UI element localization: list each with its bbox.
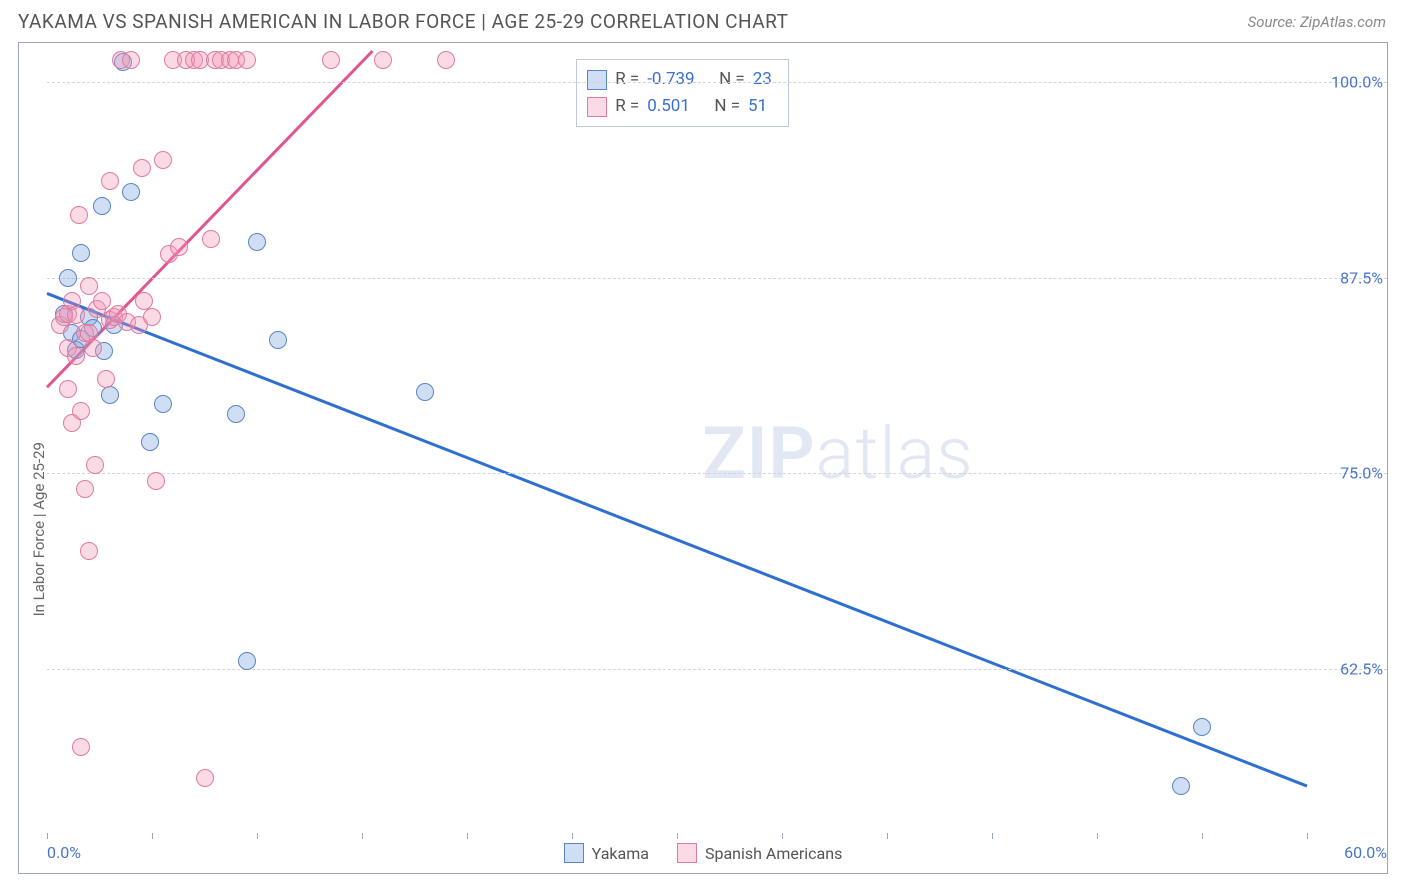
scatter-point-spanish (70, 206, 88, 224)
scatter-point-spanish (170, 238, 188, 256)
scatter-point-spanish (97, 370, 115, 388)
watermark-bold: ZIP (702, 411, 815, 496)
scatter-point-spanish (80, 542, 98, 560)
x-tick (47, 833, 48, 839)
x-tick (782, 833, 783, 839)
scatter-point-spanish (322, 51, 340, 69)
legend-item-spanish: Spanish Americans (677, 843, 842, 863)
scatter-point-spanish (72, 402, 90, 420)
scatter-point-yakama (1172, 777, 1190, 795)
x-tick (152, 833, 153, 839)
swatch-pink-icon (677, 843, 697, 863)
x-tick (362, 833, 363, 839)
stats-row-spanish: R = 0.501 N = 51 (587, 93, 772, 120)
x-tick (1202, 833, 1203, 839)
stats-box: R = -0.739 N = 23 R = 0.501 N = 51 (576, 59, 789, 127)
scatter-point-yakama (72, 244, 90, 262)
scatter-point-yakama (227, 405, 245, 423)
scatter-point-spanish (101, 172, 119, 190)
x-tick (1097, 833, 1098, 839)
bottom-legend: Yakama Spanish Americans (19, 843, 1387, 863)
gridline-h (47, 82, 1387, 83)
n-label: N = (714, 93, 740, 120)
x-tick (1307, 833, 1308, 839)
r-value-spanish: 0.501 (647, 93, 690, 120)
scatter-point-yakama (416, 383, 434, 401)
swatch-blue-icon (564, 843, 584, 863)
scatter-point-spanish (72, 738, 90, 756)
scatter-point-spanish (238, 51, 256, 69)
scatter-point-yakama (269, 331, 287, 349)
scatter-point-yakama (238, 652, 256, 670)
scatter-point-yakama (122, 183, 140, 201)
chart-container: In Labor Force | Age 25-29 ZIPatlas R = … (18, 42, 1388, 874)
title-bar: YAKAMA VS SPANISH AMERICAN IN LABOR FORC… (0, 0, 1406, 33)
scatter-point-yakama (93, 197, 111, 215)
scatter-point-spanish (437, 51, 455, 69)
scatter-point-spanish (133, 159, 151, 177)
x-tick (992, 833, 993, 839)
scatter-point-yakama (248, 233, 266, 251)
scatter-point-spanish (202, 230, 220, 248)
y-axis-label: In Labor Force | Age 25-29 (30, 442, 48, 616)
n-value-yakama: 23 (753, 66, 772, 93)
scatter-point-spanish (67, 347, 85, 365)
scatter-point-spanish (93, 292, 111, 310)
x-tick (572, 833, 573, 839)
chart-title: YAKAMA VS SPANISH AMERICAN IN LABOR FORC… (18, 10, 788, 33)
r-label: R = (615, 93, 639, 120)
scatter-point-spanish (154, 151, 172, 169)
stats-row-yakama: R = -0.739 N = 23 (587, 66, 772, 93)
scatter-point-spanish (147, 472, 165, 490)
scatter-point-yakama (154, 395, 172, 413)
scatter-point-yakama (141, 433, 159, 451)
scatter-point-spanish (143, 308, 161, 326)
x-tick (467, 833, 468, 839)
scatter-point-spanish (84, 339, 102, 357)
n-label: N = (719, 66, 745, 93)
trend-line-yakama (47, 293, 1307, 786)
scatter-point-spanish (196, 769, 214, 787)
legend-label-spanish: Spanish Americans (705, 844, 842, 863)
legend-label-yakama: Yakama (592, 844, 649, 863)
swatch-blue-icon (587, 70, 607, 90)
scatter-point-spanish (76, 480, 94, 498)
r-value-yakama: -0.739 (647, 66, 694, 93)
r-label: R = (615, 66, 639, 93)
swatch-pink-icon (587, 97, 607, 117)
y-tick-label: 75.0% (1340, 464, 1383, 483)
legend-item-yakama: Yakama (564, 843, 649, 863)
scatter-point-yakama (101, 386, 119, 404)
plot-area: In Labor Force | Age 25-29 ZIPatlas R = … (47, 51, 1307, 833)
scatter-point-spanish (122, 51, 140, 69)
scatter-point-yakama (59, 269, 77, 287)
scatter-point-spanish (86, 456, 104, 474)
scatter-point-spanish (67, 306, 85, 324)
scatter-point-spanish (80, 277, 98, 295)
source-label: Source: ZipAtlas.com (1248, 13, 1386, 31)
trend-lines-svg (47, 51, 1307, 833)
scatter-point-spanish (59, 380, 77, 398)
scatter-point-yakama (1193, 718, 1211, 736)
watermark-light: atlas (816, 411, 974, 496)
y-tick-label: 100.0% (1331, 73, 1383, 92)
y-tick-label: 87.5% (1340, 268, 1383, 287)
scatter-point-spanish (374, 51, 392, 69)
n-value-spanish: 51 (748, 93, 767, 120)
watermark: ZIPatlas (702, 411, 974, 496)
x-tick (677, 833, 678, 839)
x-tick (257, 833, 258, 839)
gridline-h (47, 278, 1387, 279)
x-tick (887, 833, 888, 839)
y-tick-label: 62.5% (1340, 659, 1383, 678)
gridline-h (47, 473, 1387, 474)
